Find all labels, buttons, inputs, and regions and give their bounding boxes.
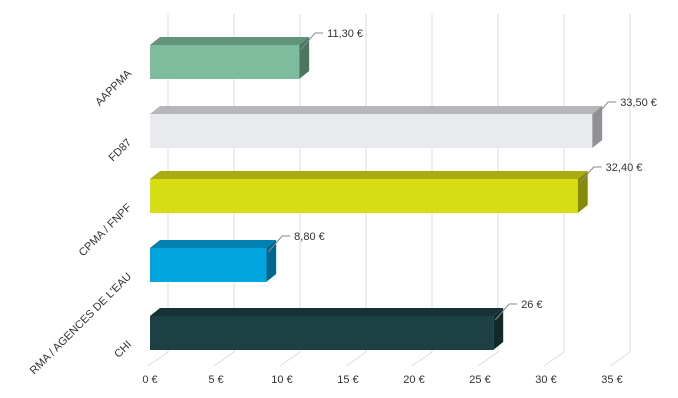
bar: 11,30 € xyxy=(150,28,363,79)
leader-line xyxy=(593,101,617,119)
category-label: RMA / AGENCES DE L'EAU xyxy=(28,271,134,377)
x-tick-label: 10 € xyxy=(271,374,292,386)
category-label: FD87 xyxy=(107,137,135,165)
x-tick-label: 20 € xyxy=(403,374,424,386)
bars: 11,30 € 33,50 € 32,40 € 8,80 € 26 € xyxy=(150,28,657,350)
y-axis-categories: AAPPMA FD87 CPMA / FNPF RMA / AGENCES DE L'… xyxy=(28,67,135,377)
data-label: 11,30 € xyxy=(327,28,363,40)
leader-line xyxy=(300,32,324,50)
bar: 33,50 € xyxy=(150,97,657,148)
leader-line xyxy=(267,235,291,253)
category-label: CHI xyxy=(112,339,134,361)
bar: 32,40 € xyxy=(150,162,642,213)
x-tick-label: 5 € xyxy=(208,374,223,386)
data-label: 8,80 € xyxy=(294,231,325,243)
x-tick-label: 15 € xyxy=(337,374,358,386)
data-label: 26 € xyxy=(521,299,542,311)
gridline xyxy=(609,14,631,367)
category-label: CPMA / FNPF xyxy=(77,201,135,259)
x-tick-label: 30 € xyxy=(535,374,556,386)
bar: 8,80 € xyxy=(150,231,325,282)
x-tick-label: 35 € xyxy=(601,374,622,386)
leader-line xyxy=(579,166,602,184)
data-label: 33,50 € xyxy=(620,97,657,109)
category-label: AAPPMA xyxy=(93,67,134,108)
x-tick-label: 25 € xyxy=(469,374,490,386)
x-axis-ticks: 0 € 5 € 10 € 15 € 20 € 25 € 30 € 35 € xyxy=(142,374,622,386)
leader-line xyxy=(494,303,518,321)
x-tick-label: 0 € xyxy=(142,374,157,386)
bar: 26 € xyxy=(150,299,543,350)
data-label: 32,40 € xyxy=(606,162,643,174)
